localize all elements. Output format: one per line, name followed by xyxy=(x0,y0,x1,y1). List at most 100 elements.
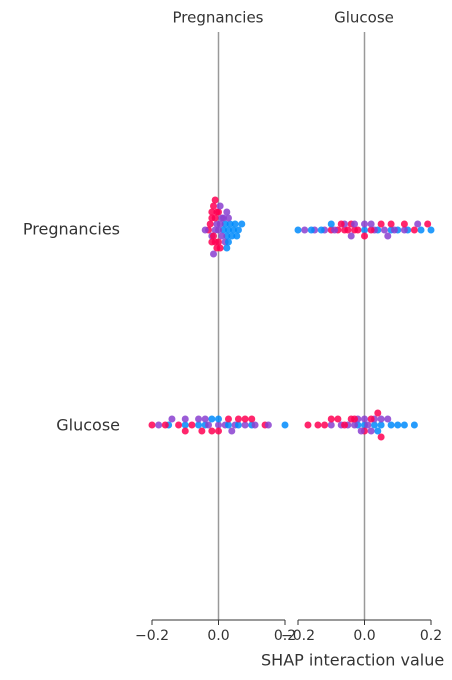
x-tick-label: −0.2 xyxy=(135,628,169,644)
row-label: Pregnancies xyxy=(23,220,120,239)
x-tick-label: 0.0 xyxy=(353,628,375,644)
point xyxy=(327,421,335,429)
point xyxy=(361,415,368,423)
point xyxy=(226,220,234,228)
point xyxy=(221,220,229,228)
point xyxy=(361,220,368,228)
point xyxy=(215,226,222,234)
point xyxy=(417,226,425,234)
point xyxy=(195,415,203,423)
point xyxy=(188,421,196,429)
point xyxy=(327,220,335,228)
point xyxy=(410,421,418,429)
point xyxy=(181,415,189,423)
point xyxy=(198,427,206,435)
point xyxy=(215,427,222,435)
point xyxy=(367,427,375,435)
point xyxy=(390,226,398,234)
point xyxy=(424,220,432,228)
point xyxy=(354,226,362,234)
point xyxy=(155,421,163,429)
point xyxy=(377,433,385,441)
point xyxy=(304,421,312,429)
point xyxy=(248,415,256,423)
point xyxy=(370,421,378,429)
point xyxy=(387,220,395,228)
point xyxy=(394,421,402,429)
point xyxy=(351,421,359,429)
point xyxy=(234,415,242,423)
point xyxy=(224,421,232,429)
point xyxy=(377,421,385,429)
point xyxy=(223,232,231,240)
point xyxy=(219,214,227,222)
point xyxy=(206,220,214,228)
x-tick-label: 0.0 xyxy=(207,628,229,644)
point xyxy=(344,226,352,234)
point xyxy=(351,415,359,423)
point xyxy=(224,238,232,246)
point xyxy=(201,415,209,423)
point xyxy=(301,226,309,234)
point xyxy=(218,232,226,240)
point xyxy=(380,226,388,234)
point xyxy=(337,220,345,228)
point xyxy=(208,208,216,216)
point xyxy=(334,415,342,423)
point xyxy=(238,220,246,228)
point xyxy=(361,232,368,240)
point xyxy=(233,232,241,240)
point xyxy=(229,226,237,234)
point xyxy=(374,427,382,435)
point xyxy=(294,226,302,234)
point xyxy=(374,409,382,417)
point xyxy=(161,421,169,429)
point xyxy=(195,421,203,429)
point xyxy=(228,232,236,240)
point xyxy=(357,427,365,435)
point xyxy=(331,226,339,234)
point xyxy=(367,415,375,423)
point xyxy=(321,421,329,429)
point xyxy=(148,421,156,429)
point xyxy=(211,214,219,222)
point xyxy=(410,226,418,234)
point xyxy=(168,415,176,423)
point xyxy=(347,232,355,240)
point xyxy=(367,226,375,234)
point xyxy=(377,415,385,423)
point xyxy=(367,220,375,228)
point xyxy=(216,202,224,210)
point xyxy=(241,421,249,429)
point xyxy=(387,421,395,429)
point xyxy=(228,427,236,435)
point xyxy=(327,415,335,423)
point xyxy=(384,415,392,423)
point xyxy=(211,196,219,204)
column-title: Glucose xyxy=(334,9,394,27)
point xyxy=(414,220,422,228)
point xyxy=(223,244,231,252)
x-axis-label: SHAP interaction value xyxy=(261,651,444,670)
point xyxy=(384,232,392,240)
point xyxy=(181,421,189,429)
point xyxy=(341,421,349,429)
point xyxy=(210,250,218,258)
point xyxy=(223,208,231,216)
point xyxy=(231,220,239,228)
point xyxy=(224,214,232,222)
column-title: Pregnancies xyxy=(172,9,263,27)
point xyxy=(201,226,209,234)
point xyxy=(400,220,408,228)
point xyxy=(210,232,218,240)
point xyxy=(281,421,289,429)
point xyxy=(377,220,385,228)
point xyxy=(264,421,272,429)
point xyxy=(251,421,259,429)
point xyxy=(208,427,216,435)
row-label: Glucose xyxy=(56,416,120,435)
point xyxy=(224,415,232,423)
point xyxy=(364,421,372,429)
point xyxy=(208,415,216,423)
